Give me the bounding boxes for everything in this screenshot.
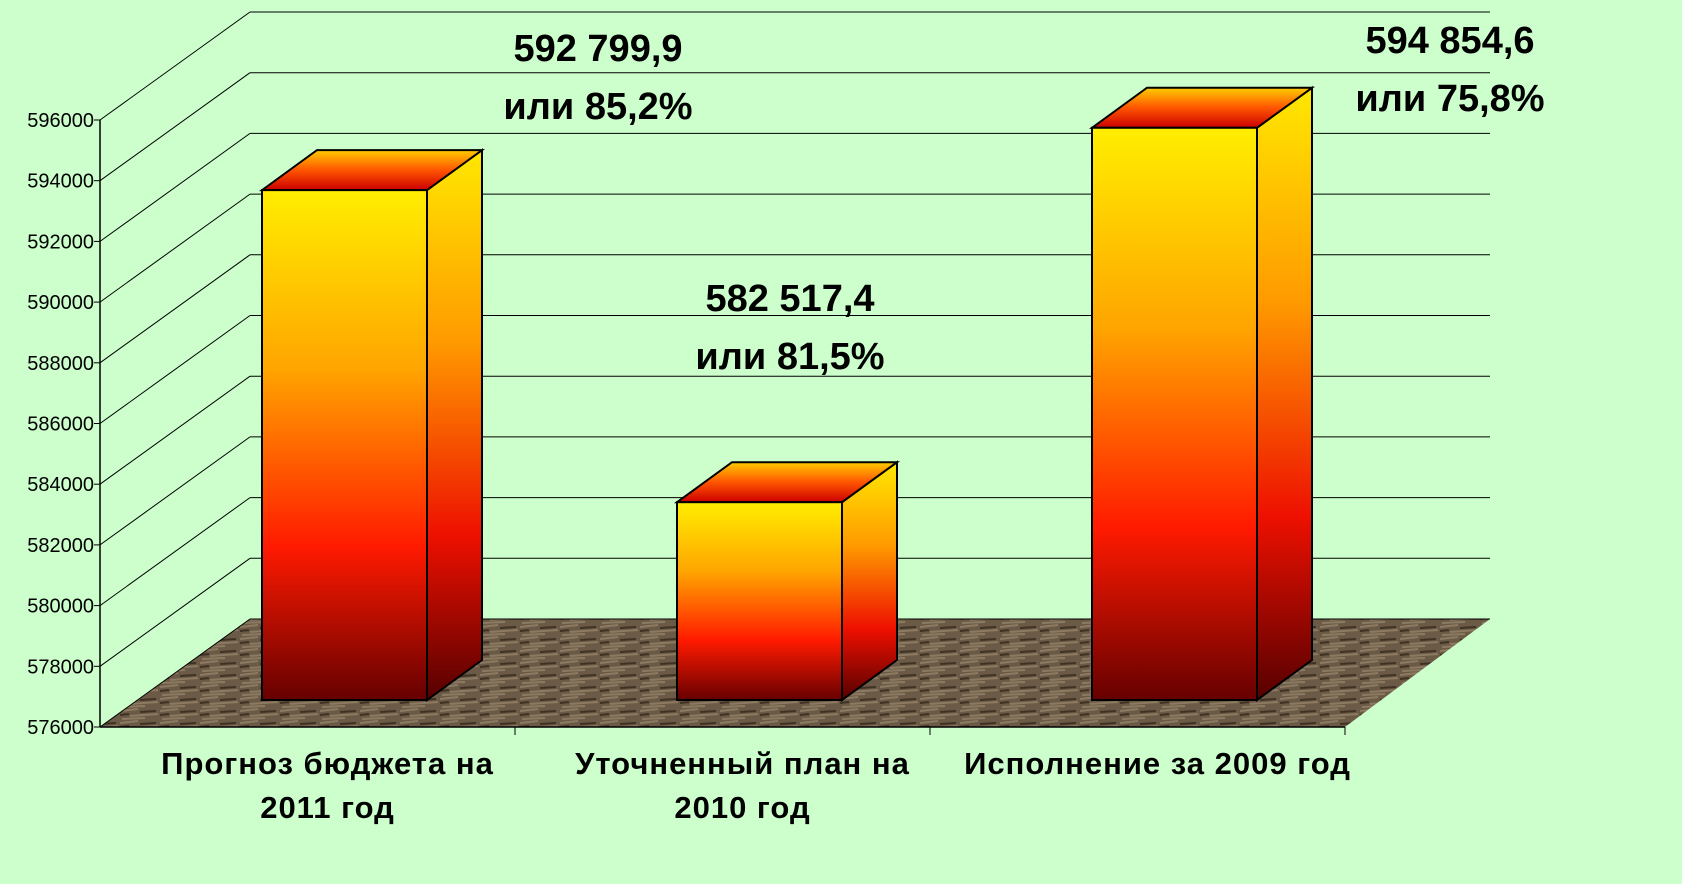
- bar: [1091, 126, 1258, 702]
- x-tick-label: Прогноз бюджета на 2011 год: [161, 746, 494, 825]
- y-tick-label: 578000: [27, 656, 94, 678]
- bar-side: [1256, 85, 1313, 702]
- y-tick-label: 594000: [27, 171, 94, 193]
- value-annotation: или 85,2%: [503, 86, 693, 128]
- value-annotation: или 75,8%: [1355, 78, 1545, 120]
- grid-line: [99, 315, 251, 424]
- y-tick-label: 596000: [27, 110, 94, 132]
- y-tick-label: 584000: [27, 474, 94, 496]
- value-label: 582 517,4: [705, 278, 875, 320]
- bar: [261, 189, 428, 701]
- y-tick-label: 592000: [27, 231, 94, 253]
- grid-line: [99, 193, 251, 303]
- x-tick-label: Исполнение за 2009 год: [964, 746, 1351, 781]
- bar-side: [841, 460, 898, 702]
- grid-line: [99, 132, 251, 242]
- y-tick-label: 580000: [27, 596, 94, 618]
- grid-line: [99, 72, 251, 182]
- bar: [676, 501, 843, 701]
- grid-line: [99, 375, 251, 485]
- y-tick-label: 582000: [27, 535, 94, 557]
- bar-side: [426, 148, 483, 702]
- grid-line: [99, 497, 251, 607]
- grid-line: [99, 254, 251, 364]
- y-tick-label: 576000: [27, 717, 94, 739]
- grid-line: [99, 557, 251, 667]
- x-tick-label: Уточненный план на 2010 год: [575, 746, 910, 825]
- grid-line: [99, 436, 251, 546]
- value-label: 594 854,6: [1365, 20, 1535, 62]
- grid-line: [99, 11, 251, 121]
- grid-line: [99, 618, 251, 728]
- y-tick-label: 588000: [27, 353, 94, 375]
- value-annotation: или 81,5%: [695, 336, 885, 378]
- value-label: 592 799,9: [513, 28, 683, 70]
- y-tick-label: 590000: [27, 292, 94, 314]
- y-tick-label: 586000: [27, 414, 94, 436]
